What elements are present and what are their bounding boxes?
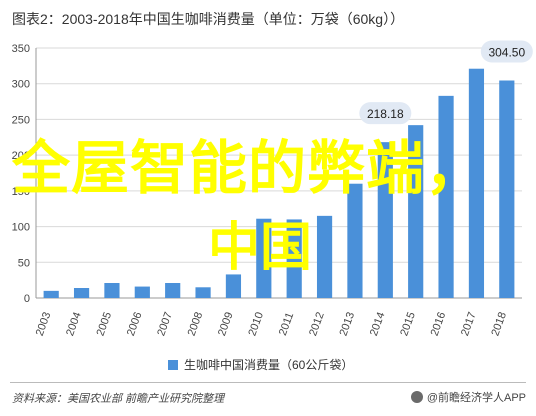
chart-title: 图表2：2003-2018年中国生咖啡消费量（单位：万袋（60kg）） bbox=[12, 11, 405, 27]
y-tick-label: 150 bbox=[12, 186, 30, 198]
brand-credit: @前瞻经济学人APP bbox=[410, 389, 526, 405]
legend: 生咖啡中国消费量（60公斤袋） bbox=[168, 356, 353, 373]
legend-swatch bbox=[168, 359, 178, 370]
bar-2005 bbox=[104, 283, 120, 298]
bar-2004 bbox=[73, 288, 90, 298]
bar-2011 bbox=[286, 219, 302, 298]
data-label-bubble bbox=[480, 40, 533, 63]
x-tick-label-2003: 2003 bbox=[34, 311, 54, 338]
x-tick-label-2016: 2016 bbox=[429, 311, 449, 338]
x-tick-label-2017: 2017 bbox=[459, 311, 479, 338]
x-tick-label-2011: 2011 bbox=[277, 311, 296, 337]
x-tick-label-2005: 2005 bbox=[95, 311, 115, 338]
bar-2017 bbox=[468, 68, 485, 298]
brand-logo-icon bbox=[410, 391, 423, 403]
y-tick-label: 250 bbox=[12, 114, 30, 126]
x-tick-label-2009: 2009 bbox=[216, 311, 236, 338]
bars bbox=[43, 68, 515, 299]
x-tick-label-2004: 2004 bbox=[64, 311, 84, 338]
bar-2010 bbox=[256, 218, 272, 298]
y-tick-label: 200 bbox=[12, 150, 30, 162]
y-tick-label: 100 bbox=[12, 222, 30, 234]
data-label-2018: 304.50 bbox=[480, 40, 533, 63]
bar-2007 bbox=[165, 283, 181, 298]
footer-divider bbox=[10, 382, 526, 383]
x-tick-label-2008: 2008 bbox=[186, 311, 206, 338]
bar-2018 bbox=[499, 80, 515, 298]
x-tick-label-2013: 2013 bbox=[338, 311, 358, 338]
bar-2013 bbox=[347, 183, 363, 298]
data-label-text: 218.18 bbox=[367, 107, 404, 121]
bar-2014 bbox=[377, 142, 393, 298]
bar-2008 bbox=[195, 287, 211, 298]
bar-2006 bbox=[134, 286, 150, 298]
y-tick-label: 50 bbox=[18, 257, 30, 269]
bar-2015 bbox=[408, 125, 424, 299]
x-tick-label-2010: 2010 bbox=[246, 311, 266, 338]
x-tick-label-2006: 2006 bbox=[125, 311, 145, 338]
annotations: 218.18 304.50 bbox=[359, 40, 533, 125]
bar-2009 bbox=[225, 274, 242, 298]
x-tick-label-2018: 2018 bbox=[489, 311, 509, 338]
y-tick-label: 0 bbox=[24, 293, 30, 305]
bar-2016 bbox=[438, 95, 454, 298]
x-tick-label-2012: 2012 bbox=[307, 311, 327, 338]
source-note: 资料来源：美国农业部 前瞻产业研究院整理 bbox=[12, 393, 225, 405]
overlay-headline: 全屋智能的弊端， bbox=[12, 136, 485, 201]
overlay-subtext: 中国 bbox=[208, 219, 313, 277]
bar-2003 bbox=[43, 290, 59, 298]
x-tick-label-2014: 2014 bbox=[368, 311, 388, 338]
x-tick-label-2007: 2007 bbox=[155, 311, 175, 338]
x-tick-label-2015: 2015 bbox=[398, 311, 418, 338]
y-tick-label: 350 bbox=[12, 43, 30, 55]
bar-2012 bbox=[316, 215, 333, 298]
legend-label: 生咖啡中国消费量（60公斤袋） bbox=[184, 358, 354, 372]
brand-text: @前瞻经济学人APP bbox=[426, 392, 526, 404]
y-tick-label: 300 bbox=[12, 79, 30, 91]
data-label-text: 304.50 bbox=[488, 46, 525, 60]
data-label-bubble bbox=[359, 102, 412, 125]
data-label-2014: 218.18 bbox=[359, 102, 412, 125]
